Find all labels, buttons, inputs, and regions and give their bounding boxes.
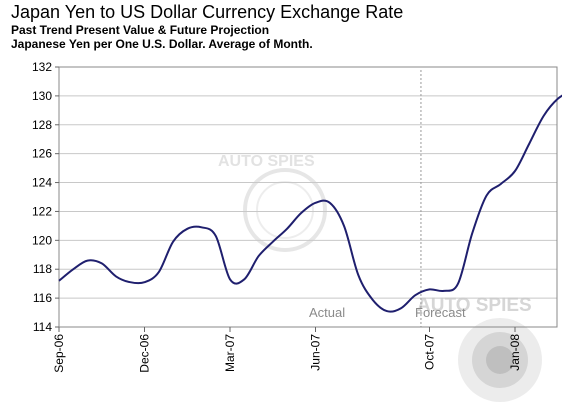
x-axis: Sep-06 Dec-06 Mar-07 Jun-07 Oct-07 Jan-08 [52, 327, 522, 373]
x-tick-label: Sep-06 [52, 334, 66, 373]
y-tick-label: 122 [32, 204, 52, 218]
annotation-forecast: Forecast [415, 305, 466, 320]
annotation-actual: Actual [309, 305, 345, 320]
plot-area [58, 66, 558, 328]
chart-subtitle-1: Past Trend Present Value & Future Projec… [11, 23, 270, 37]
y-axis: 114 116 118 120 122 124 126 128 130 132 [32, 60, 59, 334]
watermark-top: AUTO SPIES [218, 153, 315, 170]
x-tick-label: Jan-08 [508, 334, 522, 371]
chart-title: Japan Yen to US Dollar Currency Exchange… [11, 2, 404, 22]
y-tick-label: 116 [33, 291, 52, 305]
watermark-emblem-top [243, 168, 327, 252]
y-tick-label: 114 [33, 320, 52, 334]
y-tick-label: 126 [32, 147, 52, 161]
chart-subtitle-2: Japanese Yen per One U.S. Dollar. Averag… [11, 37, 313, 51]
x-tick-label: Oct-07 [423, 334, 437, 370]
x-tick-label: Mar-07 [223, 334, 237, 372]
y-tick-label: 120 [32, 233, 52, 247]
y-tick-label: 130 [32, 89, 52, 103]
gridlines [59, 95, 557, 299]
series-line [58, 94, 562, 313]
y-tick-label: 118 [33, 262, 52, 276]
x-tick-label: Dec-06 [138, 334, 152, 373]
x-tick-label: Jun-07 [309, 334, 323, 371]
y-tick-label: 132 [32, 60, 52, 74]
y-tick-label: 124 [32, 176, 52, 190]
watermark-emblem-bottom [458, 318, 542, 402]
chart-header: Japan Yen to US Dollar Currency Exchange… [11, 2, 403, 51]
y-tick-label: 128 [32, 118, 52, 132]
watermark-bottom: AUTO SPIES [417, 295, 532, 316]
